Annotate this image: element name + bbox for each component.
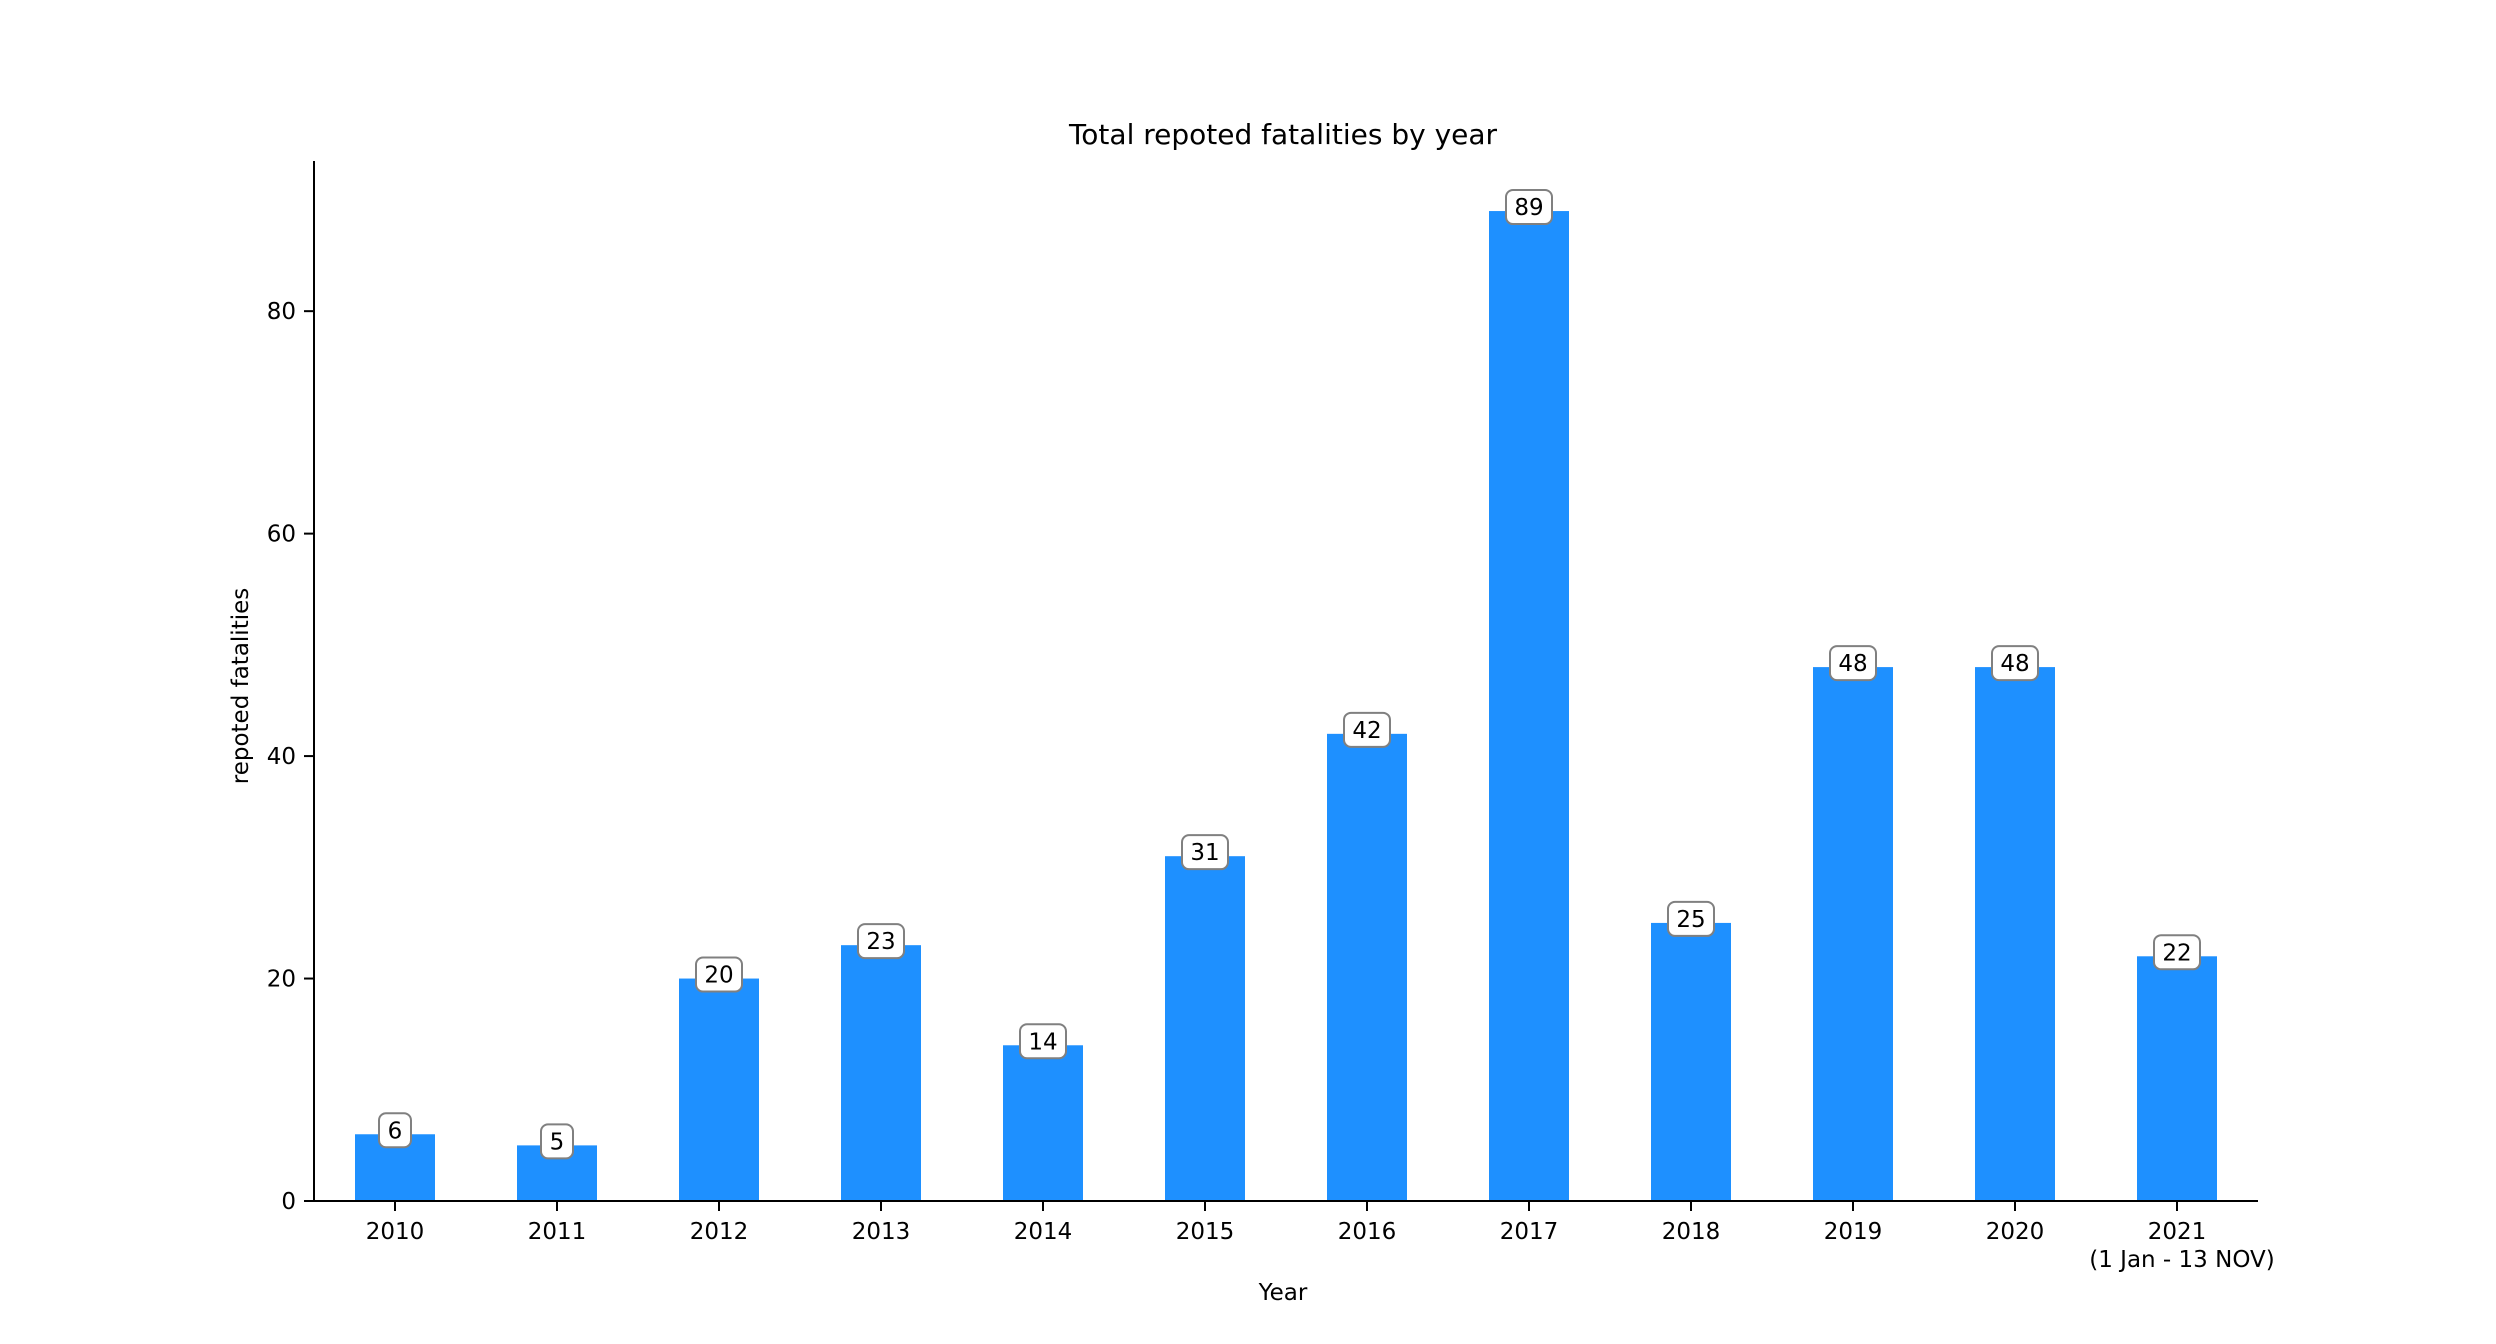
data-label-box <box>1181 834 1229 871</box>
data-label: 5 <box>550 1129 565 1155</box>
data-label-box <box>1667 900 1715 937</box>
data-label: 89 <box>1514 195 1543 221</box>
y-tick-label: 0 <box>281 1189 296 1215</box>
x-tick-label: 2019 <box>1824 1219 1883 1245</box>
bar-2014 <box>1003 1045 1083 1201</box>
data-label: 31 <box>1190 840 1219 866</box>
data-label: 23 <box>866 929 895 955</box>
data-label-box <box>1343 711 1391 748</box>
data-label: 48 <box>2000 651 2029 677</box>
data-label: 6 <box>388 1118 403 1144</box>
y-tick-label: 80 <box>267 299 296 325</box>
data-label-box <box>1505 189 1553 226</box>
x-tick-label: 2020 <box>1986 1219 2045 1245</box>
data-label-box <box>1019 1023 1067 1060</box>
bar-2012 <box>679 978 759 1201</box>
y-axis-ticks: 0 20 40 60 80 <box>267 299 314 1215</box>
bar-2018 <box>1651 922 1731 1201</box>
x-tick-label: 2017 <box>1500 1219 1559 1245</box>
data-label: 22 <box>2162 940 2191 966</box>
x-tick-label: 2010 <box>366 1219 425 1245</box>
x-tick-label: 2016 <box>1338 1219 1397 1245</box>
x-tick-label: 2021 <box>2148 1219 2207 1245</box>
data-label: 42 <box>1352 718 1381 744</box>
data-label-box <box>2153 934 2201 971</box>
bar-2016 <box>1327 733 1407 1201</box>
x-tick-label: 2014 <box>1014 1219 1073 1245</box>
data-labels: 6 5 20 23 14 31 42 89 25 48 48 22 <box>378 189 2201 1160</box>
y-tick-label: 40 <box>267 744 296 770</box>
y-tick-label: 20 <box>267 967 296 993</box>
x-tick-label: 2018 <box>1662 1219 1721 1245</box>
y-tick-label: 60 <box>267 522 296 548</box>
data-label-box <box>1829 645 1877 682</box>
x-tick-label: 2011 <box>528 1219 587 1245</box>
data-label: 20 <box>704 963 733 989</box>
data-label-box <box>540 1123 574 1160</box>
bar-2020 <box>1975 667 2055 1201</box>
data-label: 14 <box>1028 1029 1057 1055</box>
x-tick-sublabel: (1 Jan - 13 NOV) <box>2089 1247 2274 1273</box>
bar-2019 <box>1813 667 1893 1201</box>
data-label-box <box>1991 645 2039 682</box>
bar-2015 <box>1165 856 1245 1201</box>
data-label: 25 <box>1676 907 1705 933</box>
chart-title: Total repoted fatalities by year <box>1068 118 1498 151</box>
x-tick-label: 2013 <box>852 1219 911 1245</box>
x-tick-label: 2015 <box>1176 1219 1235 1245</box>
x-axis-ticks: 2010 2011 2012 2013 2014 2015 2016 2017 2018 2019… <box>366 1201 2275 1273</box>
bar-2021 <box>2137 956 2217 1201</box>
data-label-box <box>695 956 743 993</box>
y-axis-label: repoted fatalities <box>228 588 254 784</box>
bar-2017 <box>1489 211 1569 1202</box>
data-label: 48 <box>1838 651 1867 677</box>
bar-2013 <box>841 945 921 1201</box>
data-label-box <box>857 923 905 960</box>
data-label-box <box>378 1112 412 1149</box>
bar-series <box>355 211 2217 1202</box>
x-axis-label: Year <box>1258 1280 1308 1306</box>
x-tick-label: 2012 <box>690 1219 749 1245</box>
